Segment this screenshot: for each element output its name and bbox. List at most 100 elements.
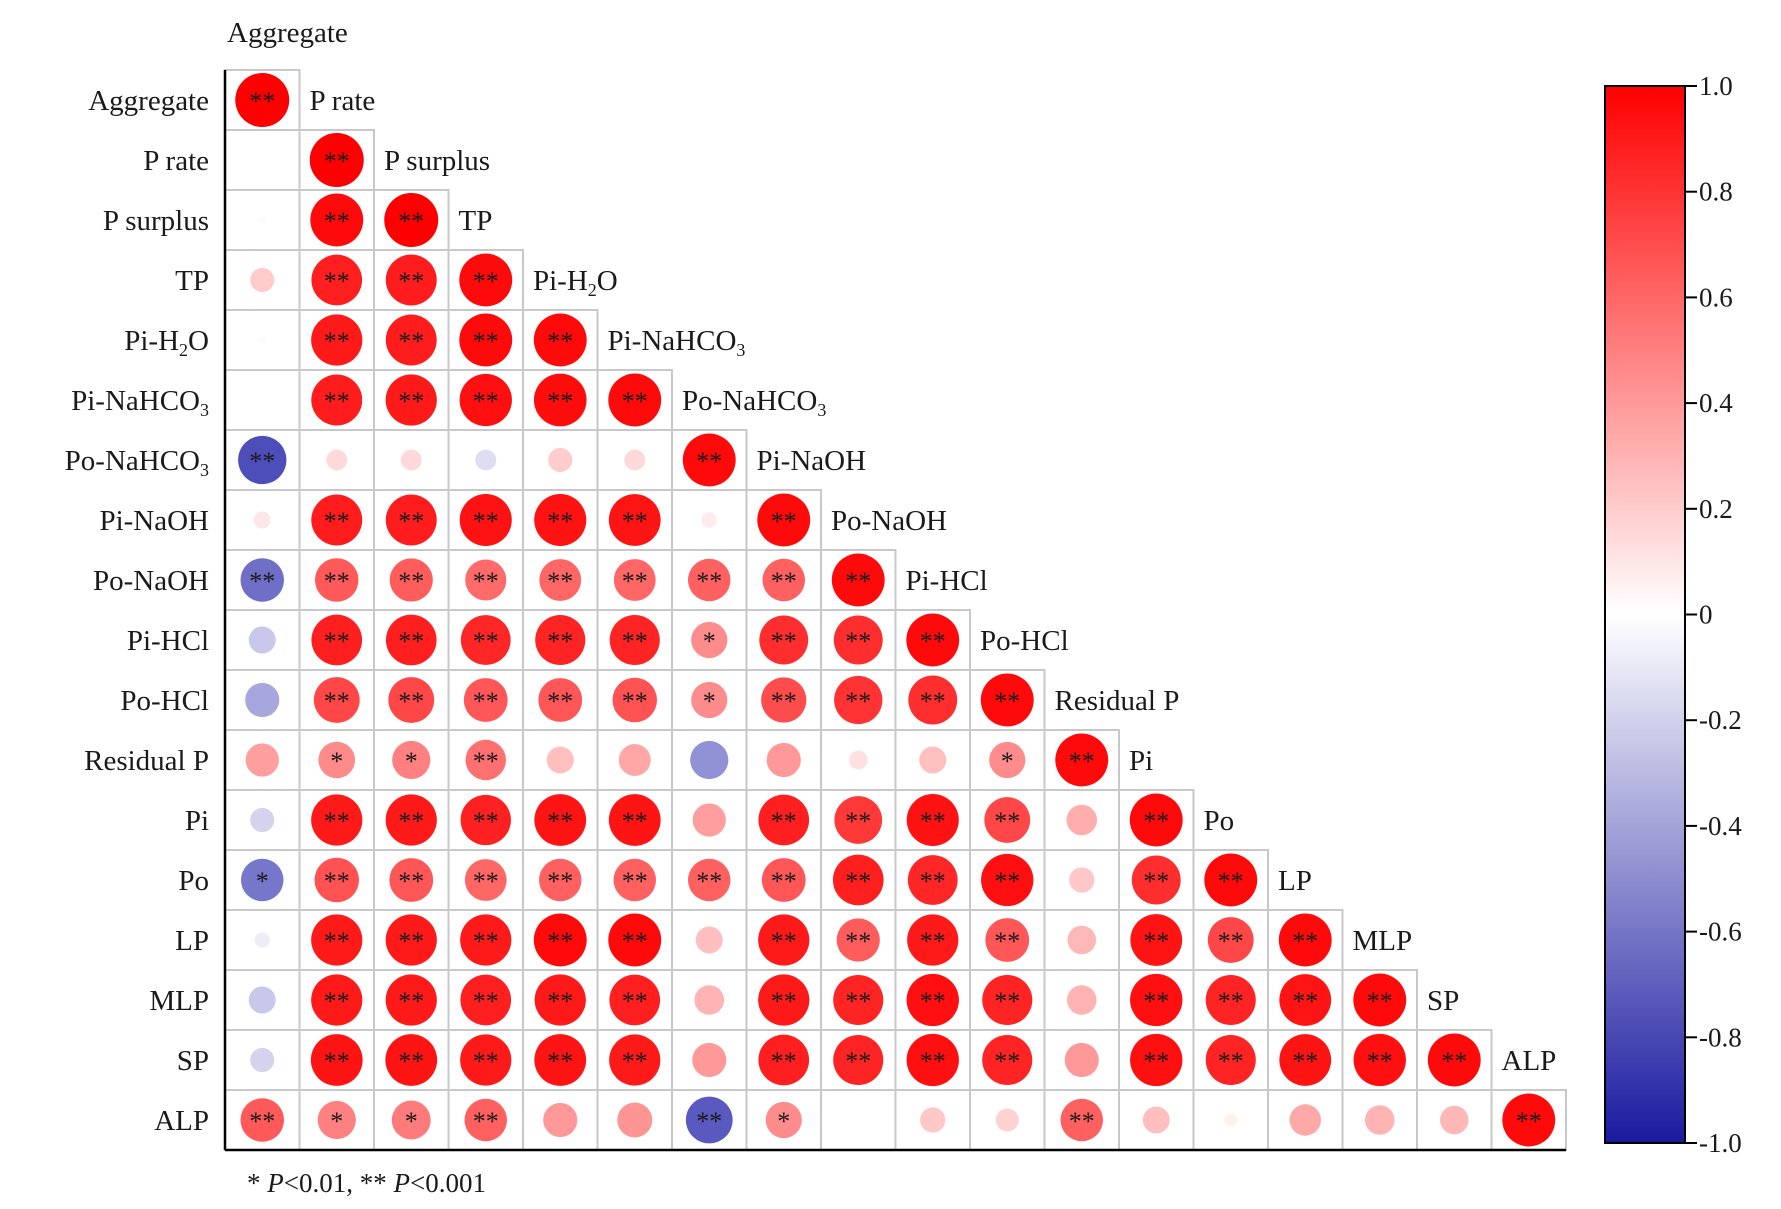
correlation-circle xyxy=(310,193,364,247)
colorbar-tick-label: 0.6 xyxy=(1699,282,1733,312)
row-label: Pi-H2O xyxy=(124,325,209,360)
correlation-circle xyxy=(314,857,360,903)
correlation-circle xyxy=(310,1034,363,1086)
colorbar-tick-label: -0.4 xyxy=(1699,811,1742,841)
correlation-circle xyxy=(240,858,284,902)
correlation-circle xyxy=(311,914,363,966)
significance-mark: ** xyxy=(994,687,1020,716)
correlation-circle xyxy=(985,918,1030,962)
diagonal-label: Pi-HCl xyxy=(906,565,988,597)
significance-mark: ** xyxy=(1143,927,1169,956)
diagonal-label: SP xyxy=(1427,985,1459,1017)
correlation-circle xyxy=(238,435,287,485)
significance-mark: ** xyxy=(473,387,499,416)
correlation-circle xyxy=(533,913,587,967)
correlation-circle xyxy=(981,853,1034,907)
significance-mark: ** xyxy=(473,627,499,656)
correlation-circle xyxy=(314,558,359,602)
correlation-circle xyxy=(1427,1033,1481,1087)
correlation-circle xyxy=(608,494,661,546)
correlation-circle xyxy=(400,449,422,471)
significance-mark: ** xyxy=(398,927,424,956)
correlation-circle xyxy=(1205,1034,1256,1086)
significance-mark: ** xyxy=(324,687,350,716)
correlation-circle xyxy=(311,254,363,306)
correlation-circle xyxy=(385,974,437,1026)
significance-mark: ** xyxy=(398,267,424,296)
correlation-circle xyxy=(254,932,270,948)
significance-mark: ** xyxy=(547,507,573,536)
correlation-circle xyxy=(691,621,728,659)
correlation-circle xyxy=(1060,1098,1104,1142)
colorbar-tick-label: -0.2 xyxy=(1699,705,1742,735)
correlation-circle xyxy=(701,512,717,528)
correlation-circle xyxy=(618,744,651,776)
significance-mark: ** xyxy=(473,507,499,536)
significance-mark: ** xyxy=(547,807,573,836)
correlation-circle xyxy=(758,794,810,846)
matrix-cell xyxy=(224,369,301,431)
correlation-circle xyxy=(906,973,959,1027)
significance-mark: ** xyxy=(920,627,946,656)
correlation-circle xyxy=(761,677,807,723)
correlation-circle xyxy=(848,750,868,770)
correlation-circle xyxy=(692,803,726,837)
significance-mark: ** xyxy=(398,987,424,1016)
correlation-circle xyxy=(460,794,511,846)
correlation-circle xyxy=(1279,974,1332,1026)
significance-mark: ** xyxy=(1143,807,1169,836)
row-label: Po xyxy=(178,865,209,897)
correlation-circle xyxy=(609,974,661,1026)
correlation-circle xyxy=(1129,793,1183,847)
significance-mark: ** xyxy=(622,987,648,1016)
significance-mark: ** xyxy=(473,807,499,836)
significance-mark: ** xyxy=(1516,1107,1542,1136)
diagonal-label: Pi-H2O xyxy=(533,265,618,300)
colorbar-tick-label: -0.6 xyxy=(1699,917,1742,947)
correlation-circle xyxy=(388,677,435,723)
correlation-circle xyxy=(389,558,433,602)
correlation-circle xyxy=(687,858,731,902)
significance-mark: ** xyxy=(324,1047,350,1076)
row-label: Pi-NaHCO3 xyxy=(71,385,209,420)
significance-mark: ** xyxy=(845,927,871,956)
correlation-circle xyxy=(385,494,437,546)
correlation-circle xyxy=(240,1098,285,1142)
significance-mark: * xyxy=(703,687,716,716)
colorbar-tick-label: 0.8 xyxy=(1699,177,1733,207)
row-label: Pi-NaOH xyxy=(99,505,209,537)
correlation-circle xyxy=(834,796,883,844)
significance-mark: ** xyxy=(622,687,648,716)
significance-mark: ** xyxy=(324,387,350,416)
correlation-circle xyxy=(691,681,728,719)
correlation-circle xyxy=(534,794,587,846)
significance-mark: ** xyxy=(324,507,350,536)
significance-mark: * xyxy=(330,747,343,776)
correlation-circle xyxy=(258,216,267,224)
row-label: Pi xyxy=(185,805,209,837)
significance-mark: ** xyxy=(547,987,573,1016)
correlation-circle xyxy=(250,807,275,833)
significance-mark: ** xyxy=(547,867,573,896)
significance-mark: ** xyxy=(920,927,946,956)
significance-mark: ** xyxy=(473,747,499,776)
significance-mark: ** xyxy=(324,267,350,296)
significance-mark: ** xyxy=(845,567,871,596)
significance-mark: ** xyxy=(473,987,499,1016)
significance-mark: ** xyxy=(622,387,648,416)
correlation-circle xyxy=(546,746,574,774)
correlation-circle xyxy=(833,974,884,1026)
significance-mark: ** xyxy=(845,1047,871,1076)
correlation-circle xyxy=(318,741,356,779)
correlation-circle xyxy=(608,794,661,846)
significance-mark: ** xyxy=(994,1047,1020,1076)
significance-mark: ** xyxy=(994,987,1020,1016)
correlation-circle xyxy=(609,1034,661,1086)
correlation-circle xyxy=(833,1034,884,1086)
correlation-circle xyxy=(759,615,809,665)
correlation-circle xyxy=(1066,985,1097,1015)
correlation-circle xyxy=(534,493,587,547)
significance-mark: ** xyxy=(249,447,275,476)
correlation-circle xyxy=(385,1034,438,1086)
correlation-circle xyxy=(535,614,586,666)
